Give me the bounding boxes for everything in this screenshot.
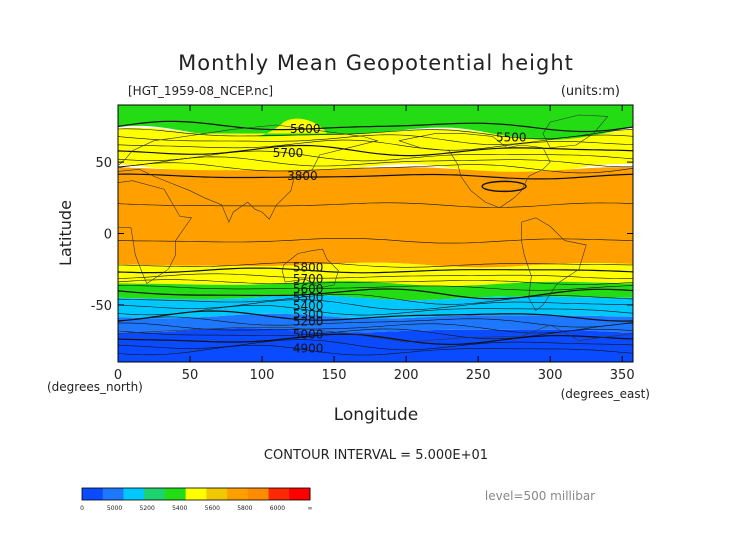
colorbar-swatch xyxy=(247,488,270,500)
contour-line xyxy=(118,150,633,162)
contour-label: 5700 xyxy=(293,272,324,286)
x-axis-label: Longitude xyxy=(334,405,419,425)
contour-label: 5300 xyxy=(293,307,324,321)
x-axis-ticks: 0 50 100 150 200 250 300 350 xyxy=(114,105,635,383)
contour-line xyxy=(118,322,633,334)
colorbar-swatch xyxy=(289,488,311,500)
level-label: level=500 millibar xyxy=(485,489,595,503)
contour-line xyxy=(118,288,633,300)
contour-label: 4900 xyxy=(293,342,324,356)
chart-units: (units:m) xyxy=(561,84,620,99)
y-tick-label: 50 xyxy=(95,156,112,171)
colorbar-label: 5200 xyxy=(140,505,155,512)
x-tick-label: 50 xyxy=(182,368,199,383)
contour-line xyxy=(118,134,633,145)
contour-line xyxy=(118,310,633,322)
colorbar-swatch xyxy=(102,488,124,500)
contour-label: 5500 xyxy=(293,290,324,304)
coastline xyxy=(281,248,339,289)
contour-line xyxy=(118,285,633,291)
x-tick-label: 100 xyxy=(250,368,275,383)
colorbar-label: ∞ xyxy=(308,505,313,512)
contour-line xyxy=(118,305,633,316)
colorbar-label: 5800 xyxy=(237,505,252,512)
contour-label: 3800 xyxy=(287,169,318,183)
x-tick-label: 350 xyxy=(610,368,635,383)
contour-line xyxy=(118,344,633,356)
contour-label: 5700 xyxy=(273,146,304,160)
y-axis-ticks: 50 0 -50 xyxy=(91,156,633,314)
contour-label: 5500 xyxy=(496,130,527,144)
colorbar-label: 5400 xyxy=(172,505,187,512)
contour-line xyxy=(118,238,633,244)
colorbar-swatch xyxy=(164,488,187,500)
contour-line xyxy=(118,299,633,311)
colorbar-label: 5000 xyxy=(107,505,122,512)
coastline-outlines xyxy=(118,114,633,343)
contour-line xyxy=(118,144,633,157)
y-tick-label: -50 xyxy=(91,299,112,314)
contour-label: 5800 xyxy=(293,260,324,274)
y-unit-label: (degrees_north) xyxy=(47,380,143,394)
contour-band xyxy=(118,167,633,268)
contour-line xyxy=(118,162,633,174)
chart-subtitle: [HGT_1959-08_NCEP.nc] xyxy=(128,84,273,98)
x-unit-label: (degrees_east) xyxy=(561,387,650,401)
x-tick-label: 150 xyxy=(322,368,347,383)
contour-line xyxy=(118,262,633,268)
contour-line xyxy=(118,202,633,208)
contour-interval: CONTOUR INTERVAL = 5.000E+01 xyxy=(264,448,488,463)
x-tick-label: 0 xyxy=(114,368,122,383)
colorbar-swatch xyxy=(206,488,228,500)
closed-contour xyxy=(481,180,527,193)
y-tick-label: 0 xyxy=(104,228,112,243)
contour-label: 5400 xyxy=(293,299,324,313)
yellow-ridge-bulge xyxy=(204,118,327,139)
contour-line xyxy=(118,279,633,285)
contour-line xyxy=(118,156,633,168)
contour-labels: 5600570038005500580057005600550054005300… xyxy=(273,122,527,356)
contour-label: 5200 xyxy=(293,315,324,329)
contour-band xyxy=(118,127,633,176)
colorbar-swatch xyxy=(82,488,104,500)
colorbar-swatch xyxy=(123,488,145,500)
contour-label: 5000 xyxy=(293,327,324,341)
colorbar-label: 6000 xyxy=(270,505,285,512)
colorbar-frame xyxy=(81,487,311,501)
colorbar-swatch xyxy=(268,488,290,500)
x-tick-label: 300 xyxy=(538,368,563,383)
contour-label: 5600 xyxy=(293,282,324,296)
colorbar-label: 0 xyxy=(80,505,84,512)
chart-title: Monthly Mean Geopotential height xyxy=(178,51,574,75)
contour-line xyxy=(118,339,633,351)
coastline xyxy=(398,133,551,209)
contour-band xyxy=(118,105,633,142)
x-tick-label: 200 xyxy=(394,368,419,383)
coastline xyxy=(542,114,609,149)
coastline xyxy=(118,324,633,343)
contour-line xyxy=(118,273,633,279)
colorbar-swatch xyxy=(185,488,207,500)
x-tick-label: 250 xyxy=(466,368,491,383)
colorbar: 0 5000 5200 5400 5600 5800 6000 ∞ xyxy=(80,487,313,512)
contour-line xyxy=(118,173,633,180)
y-axis-label: Latitude xyxy=(56,200,75,266)
coastline xyxy=(521,217,587,312)
colorbar-swatch xyxy=(227,488,249,500)
contour-label: 5600 xyxy=(290,122,321,136)
contour-line xyxy=(118,333,633,346)
coastline xyxy=(118,180,193,284)
coastline xyxy=(118,124,379,223)
contour-line xyxy=(118,120,633,133)
contour-line xyxy=(118,267,633,274)
colorbar-swatch xyxy=(144,488,166,500)
colorbar-label: 5600 xyxy=(205,505,220,512)
contour-line xyxy=(118,328,633,340)
